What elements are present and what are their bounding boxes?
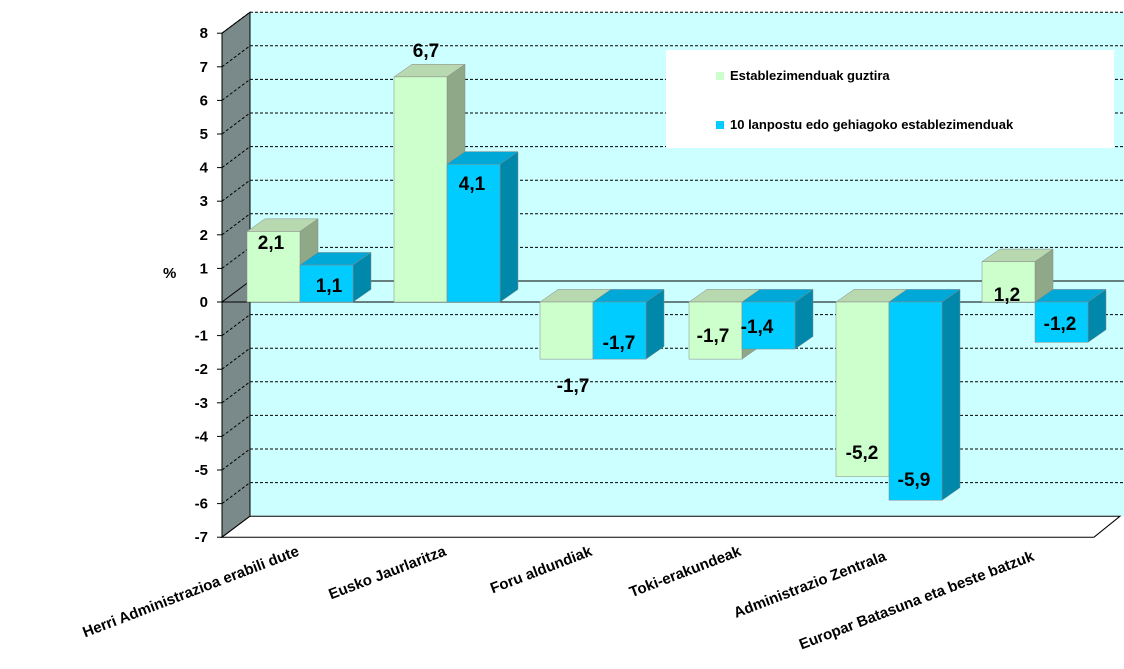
y-tick-label: -6 [195, 496, 208, 513]
bar-1 [393, 76, 448, 303]
gridline-side [221, 246, 251, 269]
bar-2 [1034, 301, 1089, 343]
y-tick-label: 3 [200, 193, 208, 210]
gridline-side [221, 179, 251, 202]
bar-2 [592, 301, 647, 360]
y-tick-label: -2 [195, 361, 208, 378]
bar-1 [688, 301, 743, 360]
gridline-side [221, 448, 251, 471]
bar-2 [741, 301, 796, 350]
y-tick-label: -3 [195, 395, 208, 412]
data-label: 2,1 [258, 233, 285, 254]
floor [220, 515, 1122, 538]
category-label: Toki-erakundeak [627, 543, 744, 601]
data-label: -1,2 [1044, 314, 1077, 335]
data-label: -5,9 [898, 470, 931, 491]
category-label: Herri Administrazioa erabili dute [80, 543, 301, 641]
gridline-side [221, 314, 251, 337]
data-label: -1,7 [697, 326, 730, 347]
legend-label-series-2: 10 lanpostu edo gehiagoko establezimendu… [730, 117, 1014, 132]
data-label: -1,7 [557, 376, 590, 397]
data-label: -1,7 [603, 333, 636, 354]
y-tick-label: -1 [195, 328, 208, 345]
data-label: 1,2 [994, 285, 1020, 306]
bar-1 [539, 301, 594, 360]
bar-2 [888, 301, 943, 501]
data-labels: 2,1 6,7 -1,7 -1,7 -5,2 1,2 1,1 4,1 -1,7 -1,4 -5,9 -… [258, 41, 1077, 491]
gridline-side [221, 79, 251, 101]
gridline-side [221, 146, 251, 169]
gridline-side [221, 381, 251, 404]
y-tick-label: 6 [200, 92, 208, 109]
y-tick-label: 8 [200, 25, 208, 42]
gridline-side [221, 347, 251, 370]
gridline-side [221, 45, 251, 68]
bar-2-side [941, 288, 961, 501]
legend-item-series-1: Establezimenduak guztira [716, 68, 890, 83]
data-label: 6,7 [413, 41, 439, 62]
bar-1 [981, 261, 1036, 303]
bars [246, 63, 1107, 501]
category-label: Foru aldundiak [488, 543, 595, 598]
data-label: -5,2 [846, 443, 879, 464]
gridline-side [221, 482, 251, 505]
y-axis-label: % [163, 265, 176, 282]
side-wall [221, 11, 251, 539]
bar-2-side [499, 151, 519, 303]
category-label: Eusko Jaurlaritza [326, 543, 449, 604]
gridline-side [221, 112, 251, 135]
gridline-side [221, 414, 251, 437]
y-tick-label: 0 [200, 294, 208, 311]
bar-1 [246, 231, 301, 303]
y-tick-label: 2 [200, 227, 208, 244]
gridline-side [221, 11, 251, 34]
legend-label-series-1: Establezimenduak guztira [730, 68, 890, 83]
category-label: Europar Batasuna eta beste batzuk [797, 548, 1037, 654]
zero-line-side [221, 280, 251, 303]
legend-item-series-2: 10 lanpostu edo gehiagoko establezimendu… [716, 117, 1013, 132]
y-tick-label: 1 [200, 260, 208, 277]
legend-swatch-series-1 [716, 71, 724, 80]
gridline-side [221, 213, 251, 236]
y-tick-label: 5 [200, 126, 208, 143]
y-axis: 8 7 6 5 4 3 2 1 0 -1 -2 -3 -4 -5 -6 -7 [195, 25, 223, 546]
bar-2 [446, 163, 501, 303]
legend-swatch-series-2 [716, 120, 724, 129]
data-label: -1,4 [741, 317, 774, 338]
legend: Establezimenduak guztira 10 lanpostu edo… [666, 50, 1114, 148]
bar-2 [299, 264, 354, 303]
data-label: 1,1 [316, 276, 343, 297]
y-tick-label: -7 [195, 529, 208, 546]
category-labels: Herri Administrazioa erabili dute Eusko J… [80, 543, 1037, 654]
y-tick-label: -4 [195, 428, 209, 445]
y-tick-label: 7 [200, 59, 208, 76]
data-label: 4,1 [459, 174, 486, 195]
y-tick-label: -5 [195, 462, 208, 479]
y-tick-label: 4 [200, 160, 209, 177]
